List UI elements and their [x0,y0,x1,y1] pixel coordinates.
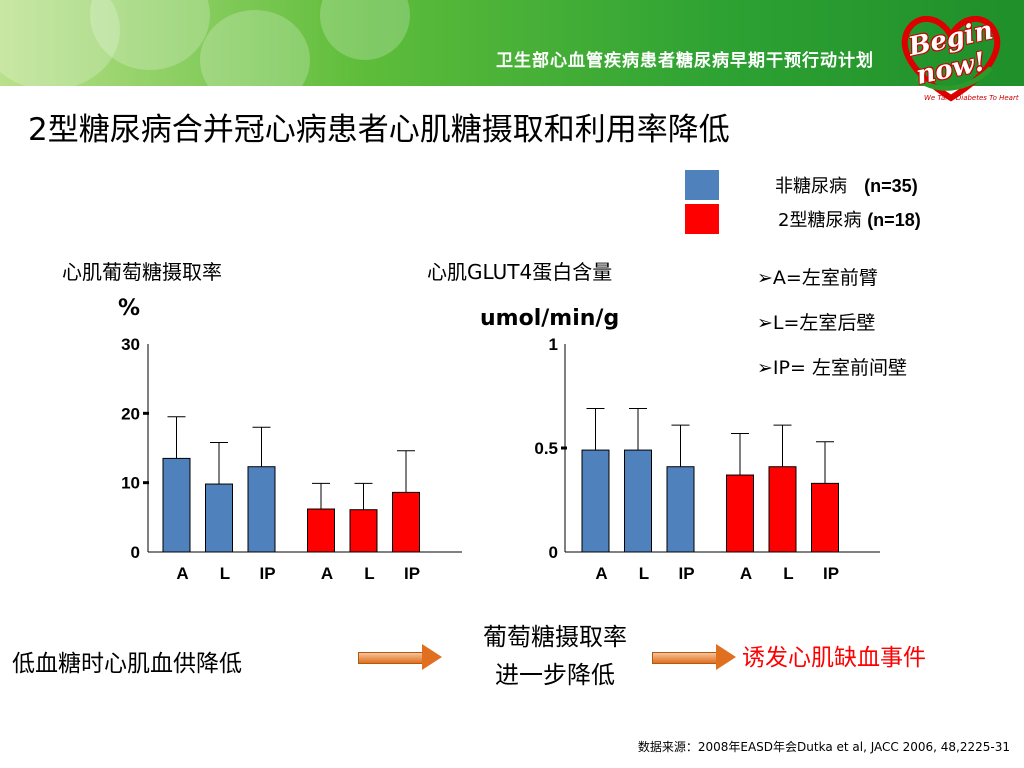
chart1-ytick-label: 20 [121,404,140,423]
begin-now-logo: Begin now! We Take Diabetes To Heart [896,8,1019,104]
chart2-category-label: A [740,564,752,583]
banner-decoration [200,10,310,86]
chart1-category-label: IP [404,564,420,583]
chart1-title: 心肌葡萄糖摄取率 [62,260,222,284]
chart1-category-label: IP [259,564,275,583]
chart2-bar [768,466,797,553]
note-a: ➢A=左室前臂 [757,267,878,289]
legend-label-nondiabetic: 非糖尿病 (n=35) [775,176,918,197]
page-title: 2型糖尿病合并冠心病患者心肌糖摄取和利用率降低 [28,112,730,148]
flow-arrow-1 [358,644,442,670]
heart-icon [901,15,1001,102]
chart2-title: 心肌GLUT4蛋白含量 [427,260,613,284]
banner-title: 卫生部心血管疾病患者糖尿病早期干预行动计划 [496,51,874,71]
chart1-bar [205,483,233,553]
chart1-category-label: A [321,564,333,583]
site-notes: ➢A=左室前臂 ➢L=左室后壁 ➢IP= 左室前间壁 [757,256,907,391]
flow-left-text: 低血糖时心肌血供降低 [12,651,242,677]
note-ip: ➢IP= 左室前间壁 [757,357,907,379]
chart2-category-label: A [595,564,607,583]
legend-swatch-nondiabetic [685,170,719,200]
flow-middle-line2: 进一步降低 [495,661,615,689]
chart1-ylabel: % [118,296,141,321]
legend-swatch-diabetic [685,204,719,234]
flow-middle-text: 葡萄糖摄取率 进一步降低 [445,618,665,694]
chart2-ytick-label: 1 [549,335,558,354]
chart2-bar [624,449,652,553]
chart2-ytick-label: 0.5 [534,439,558,458]
chart2-bar [726,474,754,553]
chart1-ytick-label: 10 [121,474,140,493]
flow-arrow-2 [652,644,736,670]
logo-tagline: We Take Diabetes To Heart [924,94,1019,102]
chart2-category-label: L [783,564,793,583]
chart2-ytick-label: 0 [549,543,558,562]
banner-decoration [0,0,120,86]
chart2-category-label: L [639,564,649,583]
chart1-bar [392,491,420,553]
header-banner: 卫生部心血管疾病患者糖尿病早期干预行动计划 [0,0,1024,86]
flow-right-text: 诱发心肌缺血事件 [742,645,926,671]
note-l: ➢L=左室后壁 [757,312,876,334]
chart2-bar [811,482,839,553]
chart1-bar [162,457,191,553]
chart2-category-label: IP [823,564,839,583]
chart2-bar [581,449,610,553]
chart1-bar [307,508,335,553]
data-source: 数据来源：2008年EASD年会Dutka et al, JACC 2006, … [637,740,1010,754]
chart2-ylabel: umol/min/g [480,306,620,331]
chart1-ytick-label: 30 [121,335,140,354]
chart1-category-label: A [176,564,188,583]
chart2-bar [666,466,695,553]
legend-label-diabetic: 2型糖尿病 (n=18) [778,210,921,231]
flow-middle-line1: 葡萄糖摄取率 [483,623,627,651]
chart1-category-label: L [220,564,230,583]
chart1-bar [349,509,378,553]
chart1-ytick-label: 0 [131,543,140,562]
chart2-category-label: IP [678,564,694,583]
chart1-category-label: L [364,564,374,583]
chart1-bar [247,466,276,553]
